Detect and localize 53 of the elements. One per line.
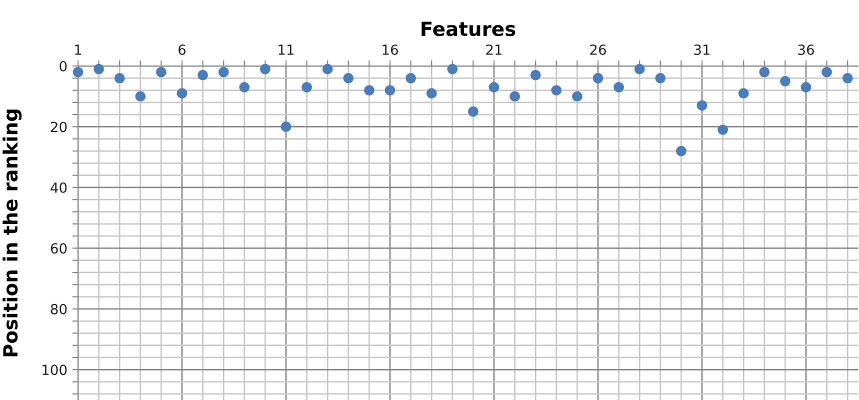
point <box>364 85 374 96</box>
y-tick-label: 20 <box>50 122 67 132</box>
point <box>738 88 749 99</box>
x-axis-title: Features <box>422 22 516 36</box>
point <box>156 66 166 78</box>
point <box>114 72 125 84</box>
point <box>530 70 541 80</box>
x-tick-label: 26 <box>590 44 606 55</box>
point <box>176 88 188 99</box>
point <box>842 72 853 84</box>
x-tick-label: 6 <box>178 44 186 55</box>
point <box>800 82 812 92</box>
point <box>488 82 500 92</box>
point <box>614 82 624 92</box>
point <box>447 64 458 74</box>
point <box>696 100 708 111</box>
point <box>260 64 270 74</box>
point <box>322 64 333 74</box>
x-tick-label: 21 <box>486 44 502 55</box>
point <box>384 85 396 96</box>
y-axis-title: Position in the ranking <box>2 110 22 356</box>
point <box>218 66 229 78</box>
x-tick-label: 36 <box>798 44 814 55</box>
y-tick-label: 80 <box>50 304 67 314</box>
x-tick-label: 31 <box>694 44 710 55</box>
point <box>655 72 666 84</box>
point <box>406 72 416 84</box>
point <box>780 76 790 86</box>
point <box>239 82 250 92</box>
point <box>302 82 312 92</box>
point <box>759 66 770 78</box>
y-tick-label: 100 <box>42 364 67 376</box>
x-tick-label: 11 <box>278 44 294 55</box>
point <box>592 72 604 84</box>
x-tick-label: 16 <box>382 44 398 55</box>
point <box>343 72 354 84</box>
point <box>718 124 728 135</box>
point <box>572 91 582 102</box>
point <box>426 88 437 99</box>
point <box>280 122 292 132</box>
point <box>510 91 520 102</box>
point <box>551 85 562 96</box>
point <box>94 64 104 74</box>
y-tick-label: 0 <box>60 60 67 72</box>
point <box>198 70 208 80</box>
point <box>634 64 645 74</box>
point <box>822 66 832 78</box>
y-tick-label: 60 <box>50 243 67 254</box>
x-tick-label: 1 <box>75 44 82 55</box>
y-tick-label: 40 <box>50 182 67 193</box>
point <box>468 106 478 117</box>
point <box>676 146 686 156</box>
point <box>135 91 146 102</box>
